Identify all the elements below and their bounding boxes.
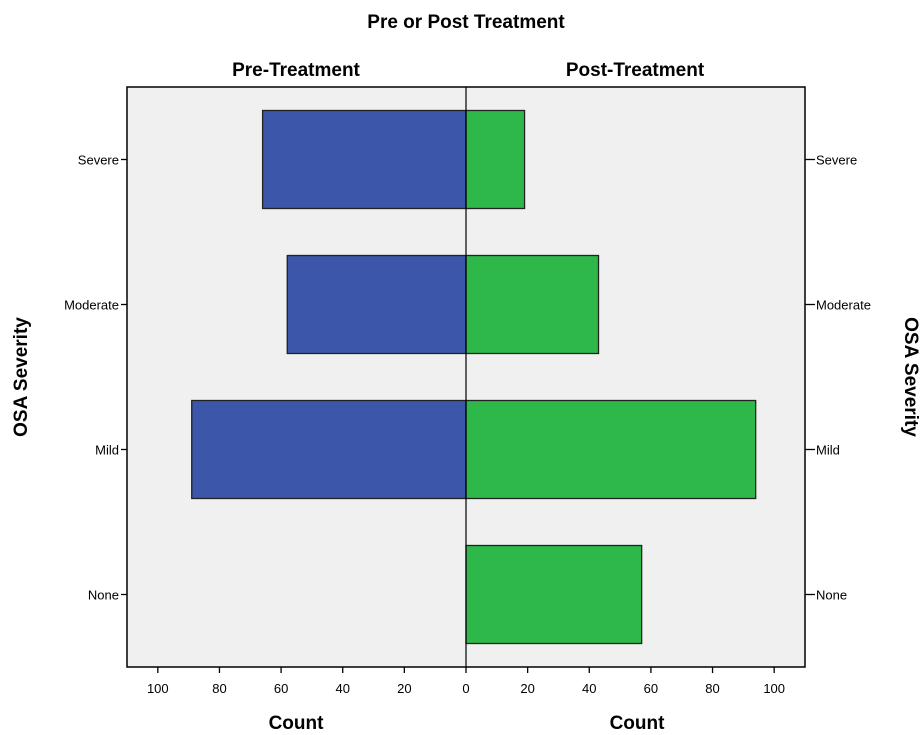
y-axis-title-left: OSA Severity: [11, 317, 32, 437]
x-tick-label-right-80: 80: [705, 681, 719, 696]
bar-pre-treatment-mild: [191, 399, 467, 500]
x-tick-label-right-100: 100: [763, 681, 785, 696]
x-tick-label-left-100: 100: [147, 681, 169, 696]
chart-title: Pre or Post Treatment: [367, 12, 565, 33]
bar-post-treatment-moderate: [465, 254, 600, 355]
panel-title-pre-treatment: Pre-Treatment: [232, 60, 360, 81]
category-labels-layer: Severe Severe Moderate Moderate Mild Mild None…: [64, 153, 871, 603]
category-label-left-severe: Severe: [78, 153, 119, 168]
x-tick-label-center-0: 0: [462, 681, 469, 696]
bar-pre-treatment-severe: [261, 109, 467, 210]
panel-title-post-treatment: Post-Treatment: [566, 60, 705, 81]
ticks-layer: 0 20 20 40 40 60 60 80 80 100 100: [121, 158, 815, 696]
category-label-right-severe: Severe: [816, 153, 857, 168]
x-tick-label-right-20: 20: [520, 681, 534, 696]
bar-pre-treatment-moderate: [286, 254, 467, 355]
category-label-left-mild: Mild: [95, 443, 119, 458]
category-label-right-moderate: Moderate: [816, 298, 871, 313]
x-tick-label-left-80: 80: [212, 681, 226, 696]
x-axis-title-left: Count: [269, 713, 325, 734]
y-axis-title-right: OSA Severity: [900, 317, 921, 437]
bars-layer: [191, 109, 757, 645]
bar-post-treatment-none: [465, 544, 643, 645]
x-tick-label-right-60: 60: [644, 681, 658, 696]
category-label-right-mild: Mild: [816, 443, 840, 458]
x-tick-label-left-20: 20: [397, 681, 411, 696]
bar-post-treatment-mild: [465, 399, 757, 500]
bar-post-treatment-severe: [465, 109, 526, 210]
category-label-left-none: None: [88, 588, 119, 603]
x-axis-title-right: Count: [610, 713, 666, 734]
x-tick-label-right-40: 40: [582, 681, 596, 696]
x-tick-label-left-40: 40: [335, 681, 349, 696]
category-label-right-none: None: [816, 588, 847, 603]
x-tick-label-left-60: 60: [274, 681, 288, 696]
category-label-left-moderate: Moderate: [64, 298, 119, 313]
